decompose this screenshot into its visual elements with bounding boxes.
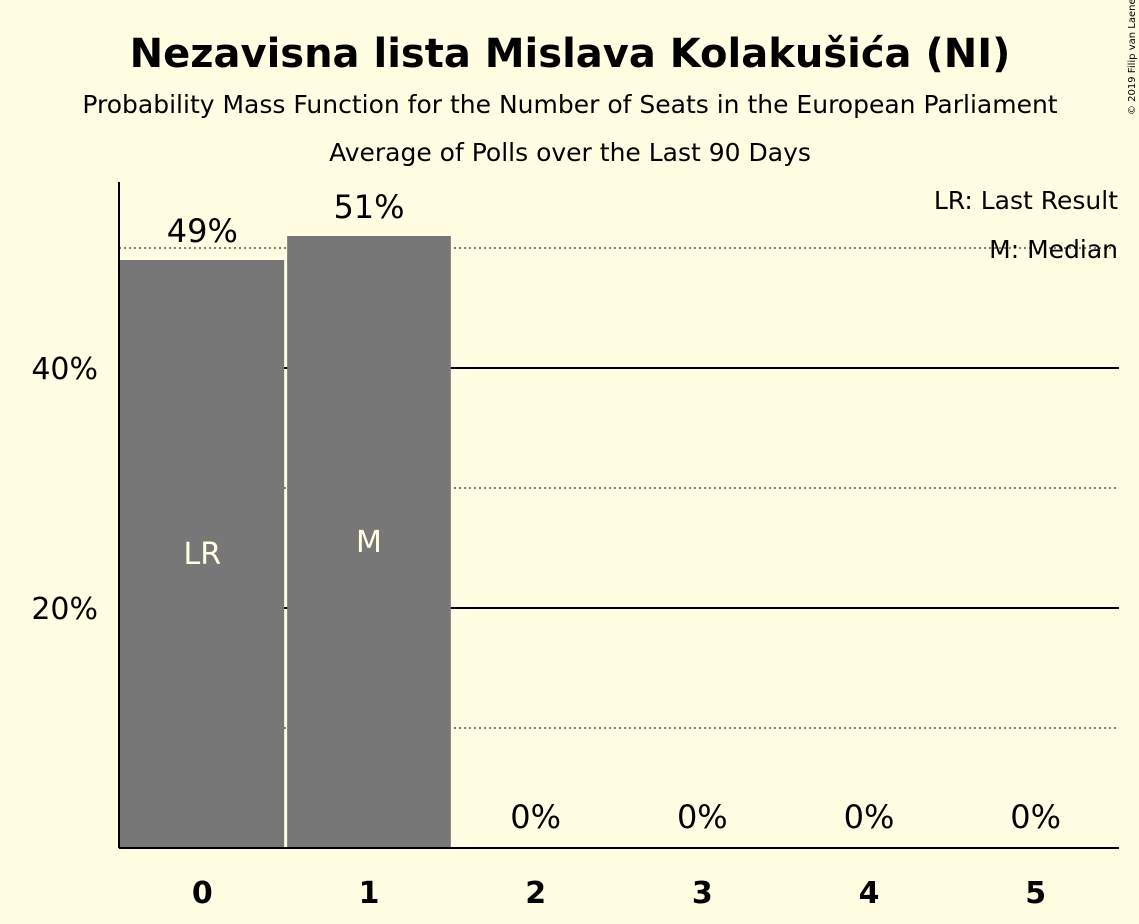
x-tick-label-4: 4	[859, 876, 880, 911]
bars	[119, 182, 1118, 848]
data-labels: 49% LR 51% M 0% 0% 0% 0%	[167, 188, 1061, 836]
x-tick-label-2: 2	[525, 876, 546, 911]
chart-subtitle-2: Average of Polls over the Last 90 Days	[329, 138, 811, 167]
data-label-3: 0%	[677, 798, 728, 836]
y-tick-labels: 20% 40%	[31, 352, 98, 627]
gridlines	[119, 247, 1119, 729]
chart-title: Nezavisna lista Mislava Kolakušića (NI)	[130, 31, 1011, 77]
bar-0	[119, 260, 285, 848]
y-tick-label-0: 20%	[31, 592, 98, 627]
data-label-1: 51%	[333, 188, 404, 226]
data-label-2: 0%	[510, 798, 561, 836]
legend-item-median: M: Median	[989, 235, 1118, 264]
chart-subtitle: Probability Mass Function for the Number…	[82, 90, 1057, 119]
data-label-5: 0%	[1010, 798, 1061, 836]
bar-annotation-lr: LR	[184, 537, 222, 572]
x-tick-label-1: 1	[359, 876, 380, 911]
bar-4	[787, 182, 951, 847]
bar-3	[621, 182, 785, 847]
bar-annotation-m: M	[356, 525, 382, 560]
x-tick-label-3: 3	[692, 876, 713, 911]
copyright-text: © 2019 Filip van Laenen	[1127, 0, 1138, 115]
x-tick-labels: 0 1 2 3 4 5	[192, 876, 1046, 911]
data-label-0: 49%	[167, 212, 238, 250]
x-tick-label-0: 0	[192, 876, 213, 911]
y-tick-label-1: 40%	[31, 352, 98, 387]
x-tick-label-5: 5	[1025, 876, 1046, 911]
legend-item-last-result: LR: Last Result	[934, 186, 1118, 215]
bar-1	[287, 236, 451, 848]
bar-2	[454, 182, 618, 847]
data-label-4: 0%	[844, 798, 895, 836]
bar-5	[954, 182, 1118, 847]
